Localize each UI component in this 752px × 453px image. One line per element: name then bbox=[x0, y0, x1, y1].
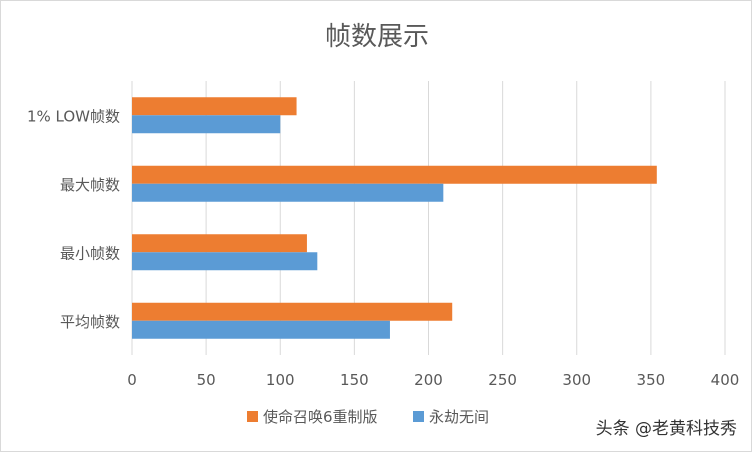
legend-label: 永劫无间 bbox=[429, 408, 489, 426]
bar-series2 bbox=[132, 252, 318, 271]
chart-title: 帧数展示 bbox=[325, 22, 429, 52]
legend-swatch bbox=[413, 411, 424, 422]
y-tick-label: 平均帧数 bbox=[60, 313, 120, 331]
x-tick-label: 400 bbox=[711, 371, 740, 389]
legend-swatch bbox=[247, 411, 258, 422]
bar-series2 bbox=[132, 320, 390, 339]
bar-series1 bbox=[132, 302, 453, 321]
x-tick-label: 0 bbox=[127, 371, 137, 389]
bar-series2 bbox=[132, 115, 281, 134]
y-tick-label: 1% LOW帧数 bbox=[27, 107, 120, 125]
bar-series1 bbox=[132, 97, 297, 116]
bar-series1 bbox=[132, 234, 307, 253]
x-tick-label: 150 bbox=[340, 371, 369, 389]
x-tick-label: 100 bbox=[266, 371, 295, 389]
bar-series2 bbox=[132, 183, 444, 202]
y-tick-label: 最小帧数 bbox=[60, 244, 120, 262]
legend-label: 使命召唤6重制版 bbox=[263, 408, 378, 426]
y-tick-label: 最大帧数 bbox=[60, 176, 120, 194]
x-tick-label: 200 bbox=[414, 371, 443, 389]
x-tick-label: 250 bbox=[488, 371, 517, 389]
x-tick-label: 50 bbox=[197, 371, 216, 389]
x-tick-label: 350 bbox=[637, 371, 666, 389]
bar-series1 bbox=[132, 165, 657, 184]
watermark-text: 头条 @老黄科技秀 bbox=[595, 419, 737, 439]
x-tick-label: 300 bbox=[562, 371, 591, 389]
